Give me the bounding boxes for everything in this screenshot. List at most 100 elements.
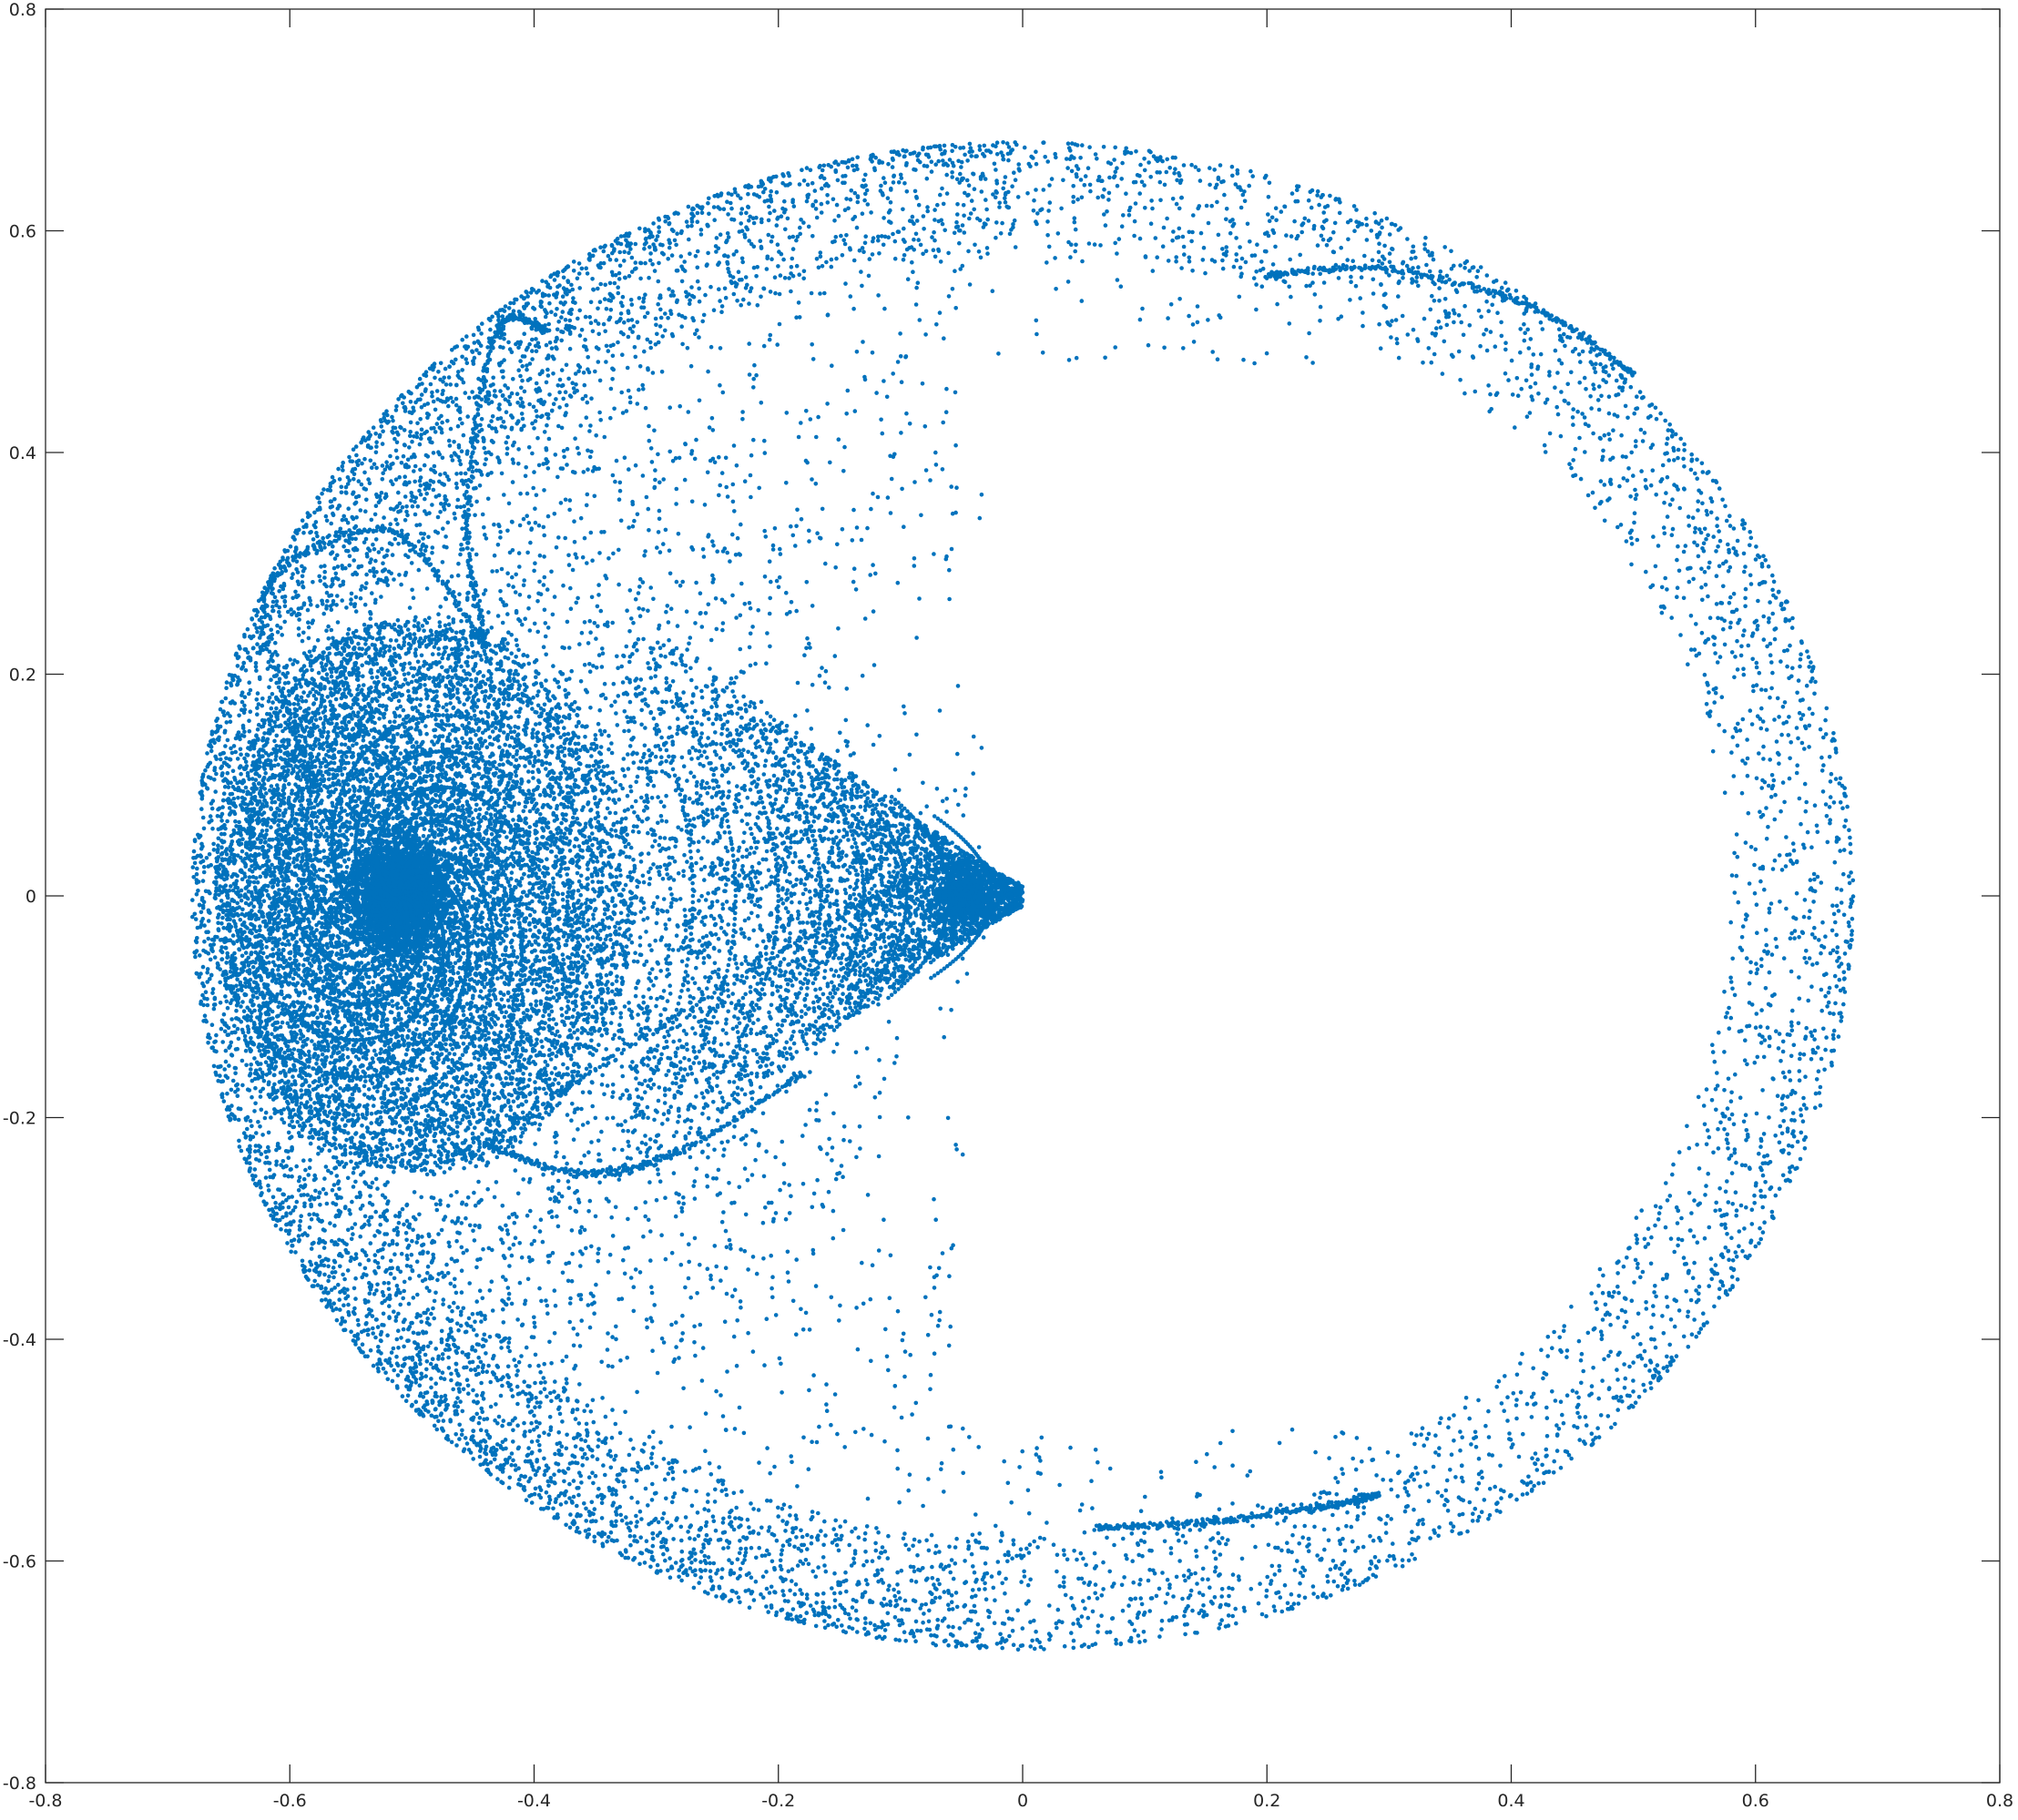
data-point <box>903 1639 908 1643</box>
data-point <box>977 249 982 254</box>
data-point <box>1442 340 1447 344</box>
data-point <box>461 1350 465 1355</box>
data-point <box>1697 1166 1702 1171</box>
data-point <box>535 381 539 386</box>
data-point <box>1228 231 1233 236</box>
data-point <box>1258 1581 1262 1586</box>
data-point <box>628 1543 633 1548</box>
data-point <box>412 1296 416 1300</box>
data-point <box>628 1520 633 1525</box>
data-point <box>1849 905 1853 910</box>
data-point <box>1230 1587 1235 1591</box>
data-point <box>779 1559 783 1563</box>
data-point <box>488 1335 493 1339</box>
data-point <box>1829 779 1833 784</box>
data-point <box>1720 1112 1725 1116</box>
data-point <box>983 1581 987 1586</box>
data-point <box>1728 976 1733 981</box>
data-point <box>661 1552 666 1557</box>
data-point <box>402 454 406 459</box>
data-point <box>618 1513 623 1518</box>
data-point <box>336 1283 341 1287</box>
data-point <box>958 172 963 177</box>
data-point <box>1548 432 1553 436</box>
data-point <box>455 1306 460 1310</box>
data-point <box>478 1455 483 1459</box>
data-point <box>1834 777 1839 781</box>
data-point <box>268 1168 272 1173</box>
data-point <box>1439 325 1443 330</box>
data-point <box>530 349 535 353</box>
data-point <box>222 1067 227 1072</box>
data-point <box>1389 1479 1393 1483</box>
data-point <box>696 219 700 224</box>
data-point <box>1576 1403 1581 1408</box>
data-point <box>1831 949 1836 953</box>
data-point <box>308 1268 312 1273</box>
data-point <box>1738 1229 1742 1234</box>
data-point <box>1000 221 1004 226</box>
data-point <box>679 1579 684 1583</box>
data-point <box>1841 872 1846 877</box>
data-point <box>1713 1060 1717 1064</box>
data-point <box>1138 237 1143 241</box>
data-point <box>902 253 907 258</box>
data-point <box>1541 327 1545 331</box>
data-point <box>1081 1557 1085 1561</box>
data-point <box>1432 299 1437 303</box>
data-point <box>504 304 508 309</box>
data-point <box>1562 1324 1566 1328</box>
data-point <box>1816 875 1820 879</box>
data-point <box>863 1616 868 1621</box>
data-point <box>1729 1016 1734 1021</box>
data-point <box>335 1318 340 1323</box>
data-point <box>1338 200 1342 205</box>
data-point <box>327 1275 331 1279</box>
data-point <box>293 1250 298 1255</box>
data-point <box>1150 1596 1155 1601</box>
data-point <box>1188 1528 1193 1532</box>
data-point <box>892 180 896 185</box>
data-point <box>679 1525 684 1530</box>
data-point <box>1463 266 1467 270</box>
data-point <box>1115 166 1119 170</box>
data-point <box>545 343 549 348</box>
data-point <box>399 1270 403 1275</box>
data-point <box>1565 382 1570 387</box>
data-point <box>788 235 792 239</box>
data-point <box>1217 1626 1221 1631</box>
data-point <box>402 1327 406 1332</box>
data-point <box>1414 1433 1419 1438</box>
data-point <box>212 1007 217 1012</box>
data-point <box>1784 835 1789 839</box>
data-point <box>367 1185 372 1189</box>
data-point <box>657 280 661 284</box>
data-point <box>340 491 344 495</box>
data-point <box>1012 1542 1016 1547</box>
data-point <box>269 617 273 622</box>
data-point <box>1768 653 1773 657</box>
data-point <box>667 287 671 291</box>
data-point <box>1742 628 1747 633</box>
data-point <box>1384 1521 1389 1526</box>
data-point <box>790 1579 794 1583</box>
data-point <box>426 1307 431 1312</box>
data-point <box>1427 1432 1432 1437</box>
data-point <box>332 1224 337 1228</box>
data-point <box>493 1458 497 1462</box>
data-point <box>1700 502 1705 506</box>
data-point <box>1238 245 1242 249</box>
data-point <box>257 599 261 604</box>
data-point <box>1407 1541 1412 1546</box>
data-point <box>1122 1575 1126 1580</box>
data-point <box>856 200 861 205</box>
data-point <box>792 1545 797 1550</box>
data-point <box>1764 943 1768 948</box>
data-point <box>464 357 468 361</box>
data-point <box>352 1171 356 1175</box>
data-point <box>1831 731 1836 736</box>
data-point <box>724 1488 729 1492</box>
data-point <box>1218 1622 1223 1627</box>
data-point <box>1734 1190 1738 1195</box>
data-point <box>213 1040 218 1044</box>
